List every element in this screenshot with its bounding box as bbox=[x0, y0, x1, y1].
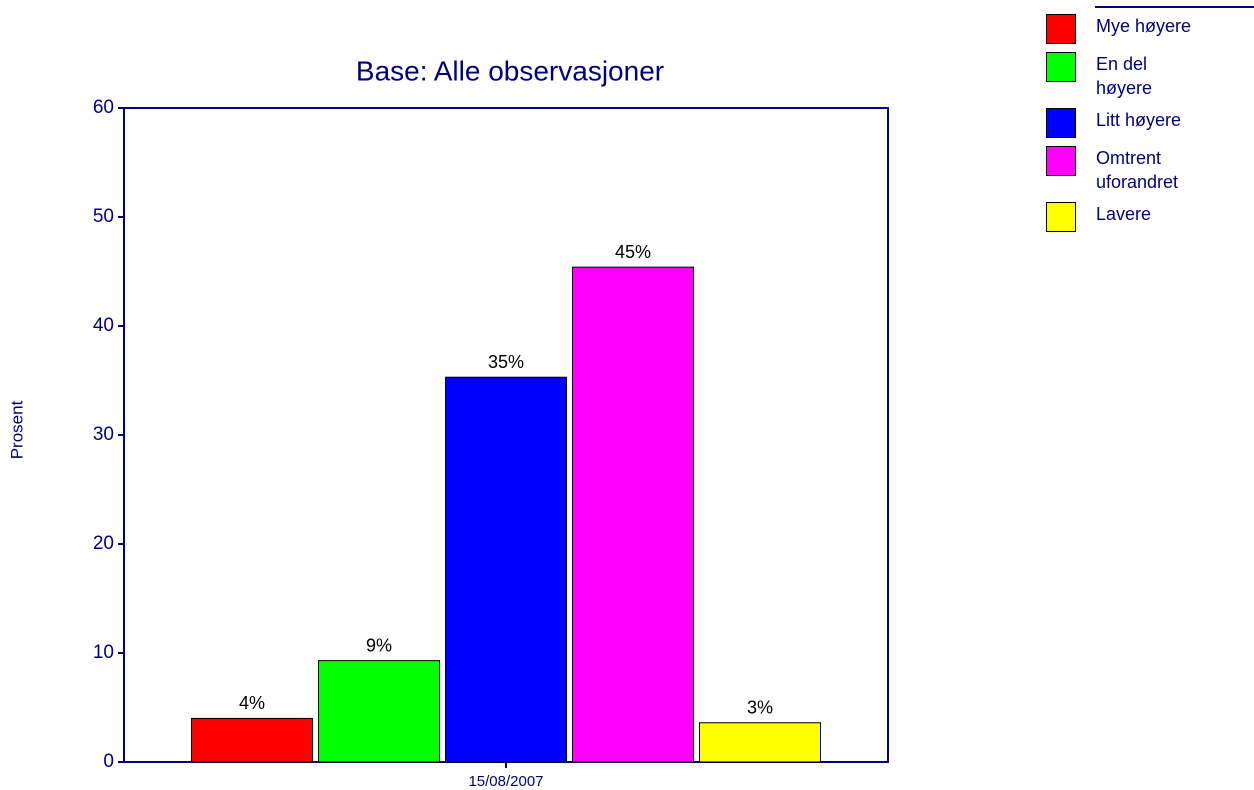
legend-swatch bbox=[1046, 202, 1076, 232]
bar bbox=[572, 266, 694, 763]
legend-item: Mye høyere bbox=[1046, 14, 1196, 44]
legend-label: En del høyere bbox=[1096, 54, 1153, 98]
y-tick-label: 30 bbox=[93, 424, 114, 445]
legend-item: En del høyere bbox=[1046, 52, 1196, 100]
y-tick-label: 10 bbox=[93, 642, 114, 663]
legend-label: Omtrent uforandret bbox=[1096, 148, 1179, 192]
legend-label: Mye høyere bbox=[1096, 16, 1192, 36]
legend-item: Lavere bbox=[1046, 202, 1196, 232]
data-label: 35% bbox=[488, 352, 524, 372]
legend-swatch bbox=[1046, 52, 1076, 82]
legend-swatch bbox=[1046, 146, 1076, 176]
legend-label: Litt høyere bbox=[1096, 110, 1182, 130]
bar bbox=[699, 722, 821, 763]
legend-item: Omtrent uforandret bbox=[1046, 146, 1196, 194]
chart-subtitle: Base: Alle observasjoner bbox=[356, 55, 664, 86]
y-tick-label: 20 bbox=[93, 533, 114, 554]
data-label: 4% bbox=[239, 693, 265, 713]
legend-swatch bbox=[1046, 108, 1076, 138]
bar bbox=[318, 660, 440, 763]
y-tick-label: 40 bbox=[93, 315, 114, 336]
y-tick-label: 50 bbox=[93, 206, 114, 227]
bar bbox=[445, 376, 567, 763]
legend-label: Lavere bbox=[1096, 204, 1152, 224]
legend: Mye høyere En del høyere Litt høyere Omtren… bbox=[1046, 14, 1196, 240]
x-tick-label: 15/08/2007 bbox=[468, 773, 543, 790]
data-label: 45% bbox=[615, 242, 651, 262]
data-label: 3% bbox=[747, 698, 773, 718]
y-tick-label: 0 bbox=[103, 751, 114, 772]
data-label: 9% bbox=[366, 635, 392, 655]
legend-swatch bbox=[1046, 14, 1076, 44]
legend-item: Litt høyere bbox=[1046, 108, 1196, 138]
y-axis-label: Prosent bbox=[7, 400, 26, 459]
y-tick-label: 60 bbox=[93, 97, 114, 118]
bar bbox=[191, 717, 313, 763]
